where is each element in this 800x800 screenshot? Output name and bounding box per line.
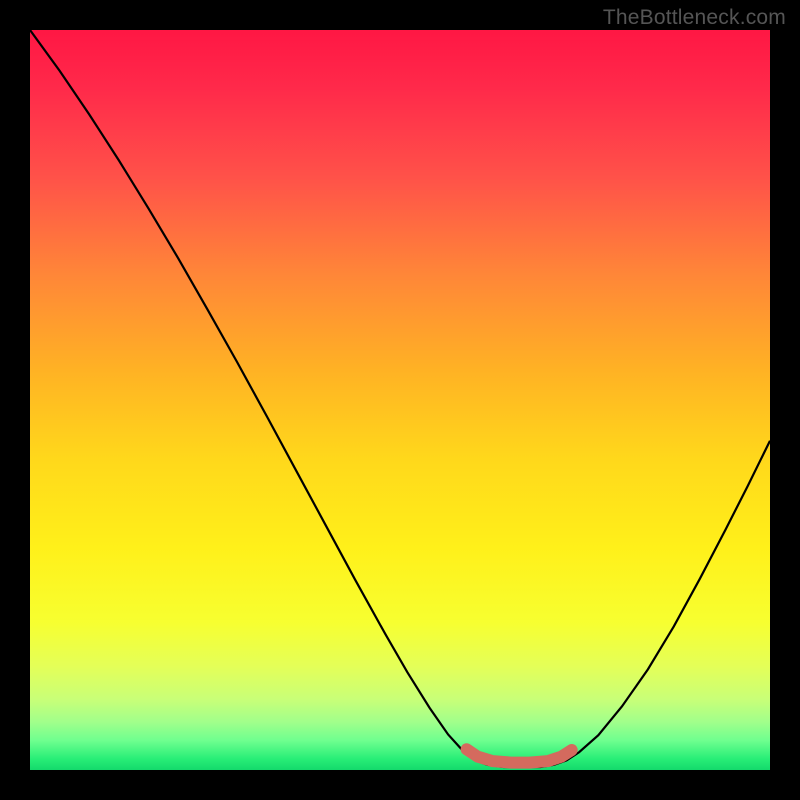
bottleneck-plot: [30, 30, 770, 770]
bottleneck-curve: [30, 30, 770, 767]
highlight-segment: [467, 749, 572, 762]
watermark-text: TheBottleneck.com: [603, 6, 786, 30]
curve-layer: [30, 30, 770, 770]
